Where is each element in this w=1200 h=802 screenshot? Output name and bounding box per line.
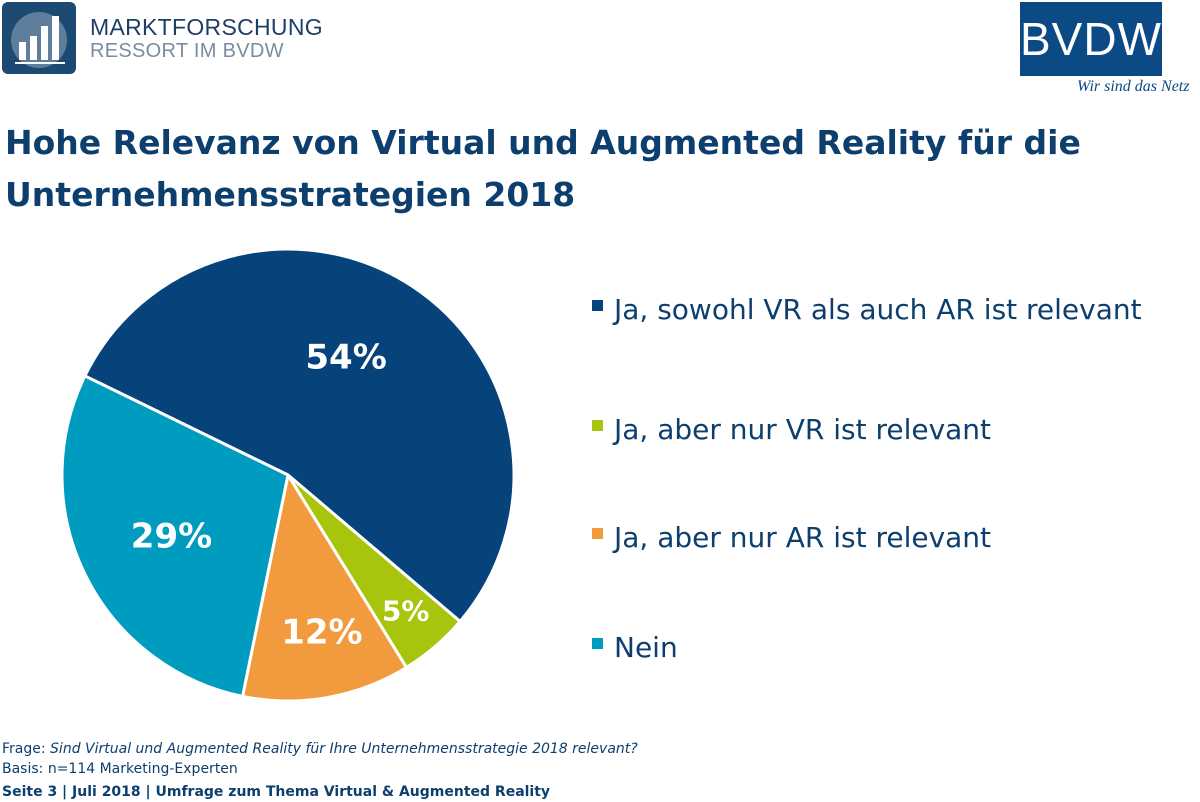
logo-title: MARKTFORSCHUNG <box>90 14 323 40</box>
bar-chart-logo-icon <box>2 2 76 74</box>
legend-swatch <box>592 638 603 649</box>
bvdw-logo: BVDW <box>1020 2 1162 76</box>
pie-slice <box>241 473 408 703</box>
slice-data-label: 12% <box>281 612 362 652</box>
slice-data-label: 5% <box>382 594 430 627</box>
legend-label: Ja, aber nur AR ist relevant <box>614 521 992 554</box>
page-footer: Seite 3 | Juli 2018 | Umfrage zum Thema … <box>2 784 551 800</box>
legend-swatch <box>592 528 603 539</box>
survey-question: Frage: Sind Virtual und Augmented Realit… <box>2 741 638 757</box>
bvdw-tagline: Wir sind das Netz <box>1077 78 1190 95</box>
question-prefix: Frage: <box>2 741 51 757</box>
logo-subtitle: RESSORT IM BVDW <box>90 40 284 62</box>
chart-title: Hohe Relevanz von Virtual und Augmented … <box>5 123 1081 214</box>
legend-label: Ja, sowohl VR als auch AR ist relevant <box>614 293 1142 326</box>
slice-data-label: 54% <box>305 338 386 378</box>
survey-basis: Basis: n=114 Marketing-Experten <box>2 761 238 777</box>
legend-swatch <box>592 300 603 311</box>
legend-label: Nein <box>614 631 678 664</box>
slice-data-label: 29% <box>131 516 212 556</box>
legend-swatch <box>592 420 603 431</box>
bvdw-logo-word: BVDW <box>1020 13 1162 65</box>
pie-slice <box>60 374 290 698</box>
question-text: Sind Virtual und Augmented Reality für I… <box>50 741 638 757</box>
legend-label: Ja, aber nur VR ist relevant <box>614 413 992 446</box>
pie-slice <box>83 247 516 623</box>
